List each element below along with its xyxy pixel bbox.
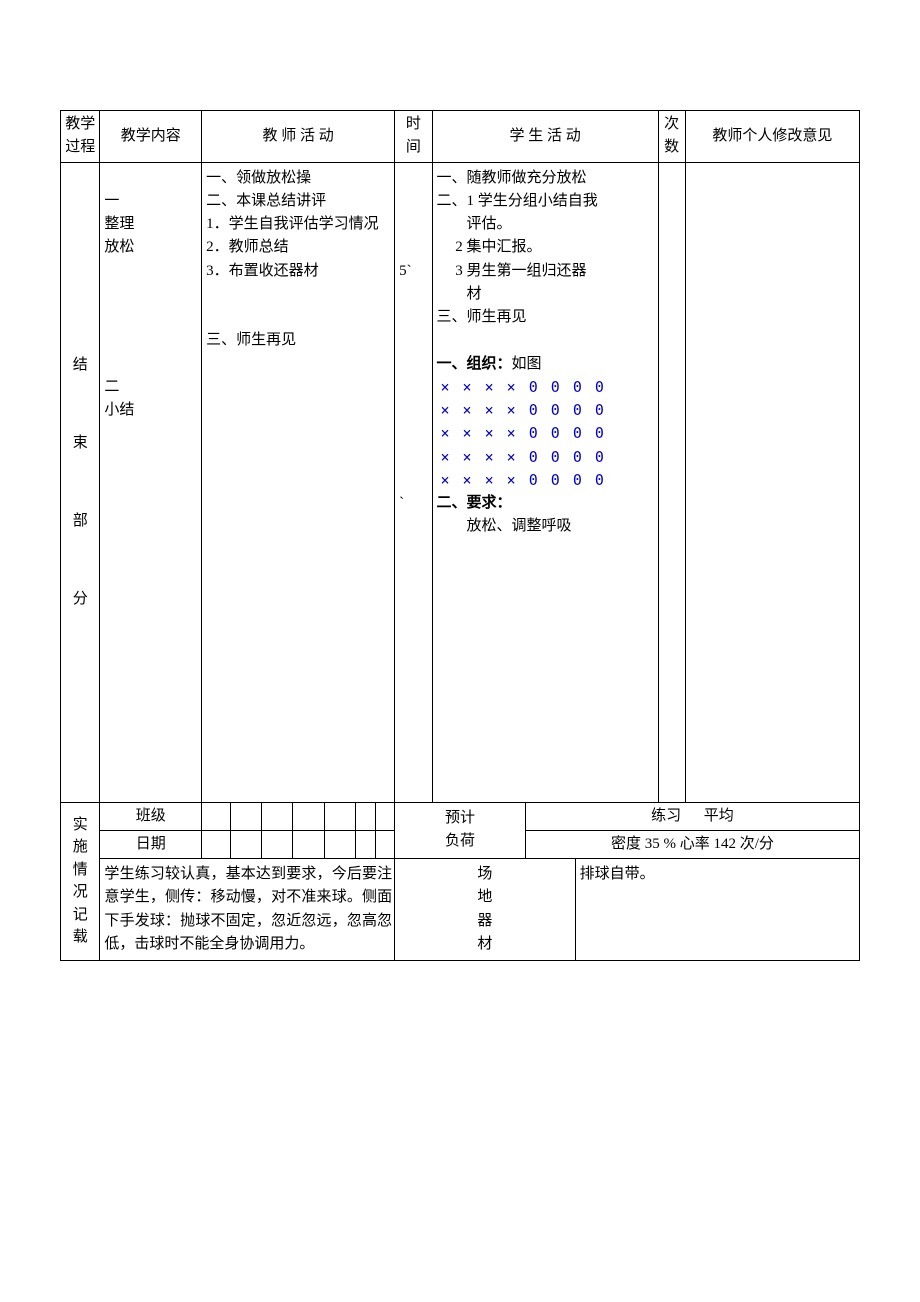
impl-label-cell: 实 施 情 况 记 载	[61, 802, 100, 961]
header-time: 时间	[395, 111, 432, 163]
venue-label-cell: 场 地 器 材	[395, 859, 576, 961]
lesson-plan-table: 教学过程 教学内容 教 师 活 动 时间 学 生 活 动 次数 教师个人修改意见…	[60, 110, 860, 961]
student-activity-cell: 一、随教师做充分放松二、1 学生分组小结自我 评估。 2 集中汇报。 3 男生第…	[432, 162, 658, 802]
date-v4	[293, 830, 324, 858]
date-v3	[262, 830, 293, 858]
class-v5	[324, 802, 355, 830]
practice-avg-cell: 练习 平均	[525, 802, 859, 830]
header-process: 教学过程	[61, 111, 100, 163]
time-cell: 5` `	[395, 162, 432, 802]
date-label: 日期	[100, 830, 202, 858]
content-cell: 一 整理 放松 二 小结	[100, 162, 202, 802]
count-cell	[658, 162, 685, 802]
date-v2	[231, 830, 262, 858]
class-v6	[355, 802, 376, 830]
header-teacher-activity: 教 师 活 动	[202, 111, 395, 163]
date-v6	[355, 830, 376, 858]
impl-notes-cell: 学生练习较认真，基本达到要求，今后要注意学生，侧传：移动慢，对不准来球。侧面下手…	[100, 859, 395, 961]
teacher-activity-cell: 一、领做放松操 二、本课总结讲评 1．学生自我评估学习情况 2．教师总结 3．布…	[202, 162, 395, 802]
date-v5	[324, 830, 355, 858]
date-v1	[202, 830, 231, 858]
class-v3	[262, 802, 293, 830]
process-label-cell: 结 束 部 分	[61, 162, 100, 802]
class-v2	[231, 802, 262, 830]
class-v7	[376, 802, 395, 830]
forecast-load-cell: 预计负荷	[395, 802, 526, 859]
class-label: 班级	[100, 802, 202, 830]
comment-cell	[685, 162, 859, 802]
class-v1	[202, 802, 231, 830]
date-v7	[376, 830, 395, 858]
header-count: 次数	[658, 111, 685, 163]
density-cell: 密度 35 % 心率 142 次/分	[525, 830, 859, 858]
header-comment: 教师个人修改意见	[685, 111, 859, 163]
class-v4	[293, 802, 324, 830]
header-student-activity: 学 生 活 动	[432, 111, 658, 163]
header-content: 教学内容	[100, 111, 202, 163]
venue-text-cell: 排球自带。	[575, 859, 859, 961]
